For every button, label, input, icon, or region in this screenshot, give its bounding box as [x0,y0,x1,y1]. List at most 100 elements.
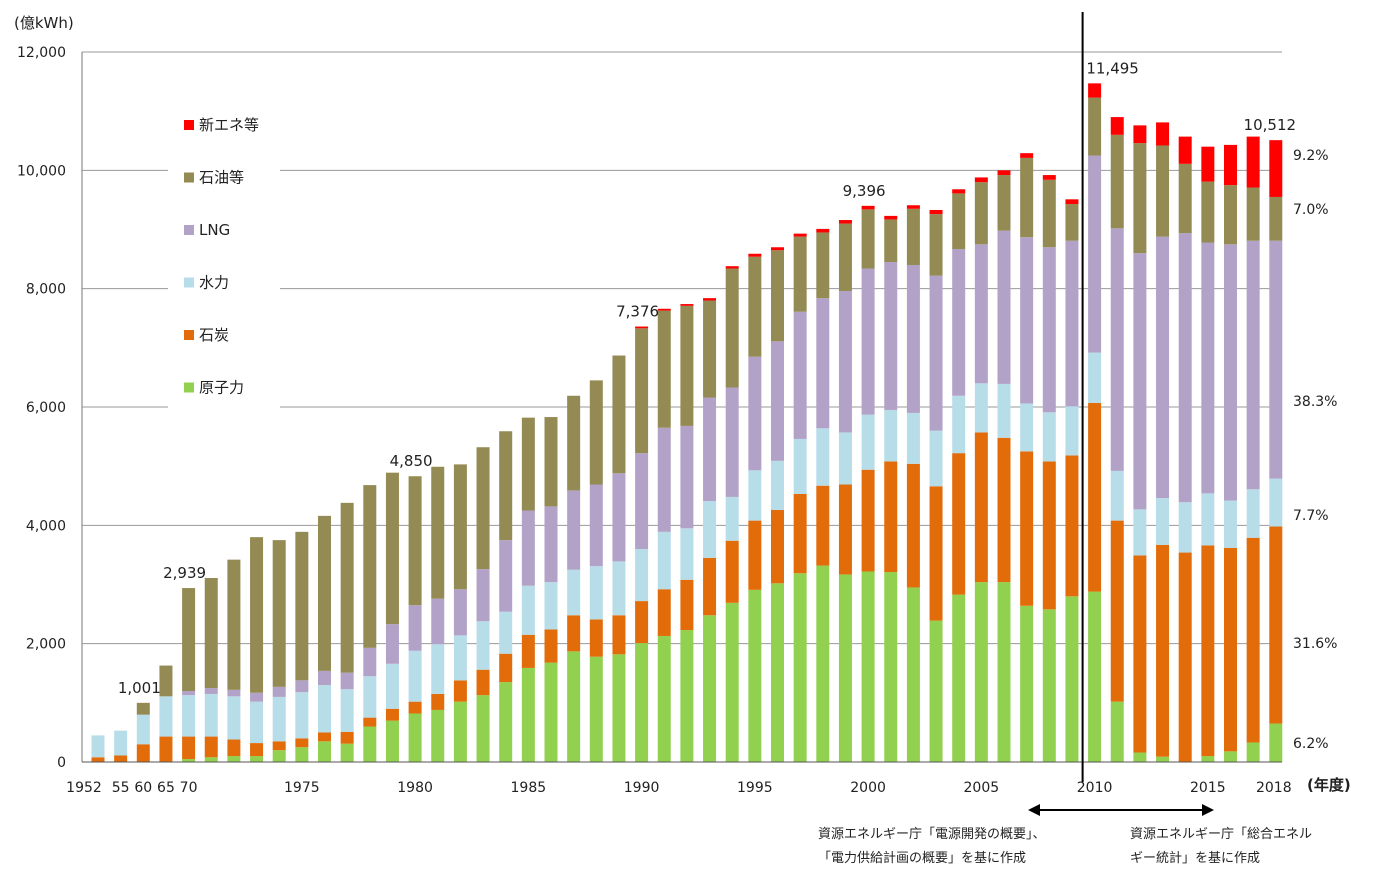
bar-segment [408,605,422,651]
bar-segment [1133,555,1147,753]
legend-item: 原子力 [184,379,244,397]
bar-segment [1110,470,1124,521]
bar-segment [793,438,807,494]
bar-segment [725,540,739,603]
bar-stack-1989 [612,355,626,762]
legend-swatch [184,382,194,393]
bar-segment [499,540,513,612]
bar-segment [1088,97,1102,156]
bar-segment [1246,742,1260,762]
bar-segment [227,696,241,740]
bar-segment [159,736,173,762]
bar-segment [1224,500,1237,548]
bar-stack-1983 [476,447,490,762]
bar-segment [635,453,649,549]
bar-stack-1955 [114,730,128,762]
bar-segment [952,594,966,762]
legend-item: 水力 [184,274,229,292]
bar-segment [567,615,581,652]
bar-stack-1979 [385,472,399,762]
bar-segment [703,501,717,558]
bar-segment [1246,136,1260,188]
bar-segment [680,630,694,762]
bar-segment [431,598,445,645]
bar-segment [295,531,309,681]
legend-label: 新エネ等 [199,116,259,134]
bar-segment [1156,756,1170,762]
bar-segment [906,265,920,413]
bar-segment [159,665,173,697]
bar-segment [431,644,445,694]
bar-segment [612,473,626,562]
x-tick-label: 2010 [1077,780,1113,796]
bar-segment [272,540,286,687]
bar-segment [838,291,852,433]
bar-segment [997,175,1011,231]
bar-stack-1977 [340,502,354,762]
bar-segment [816,232,830,299]
bar-segment [295,692,309,739]
bar-segment [1201,242,1215,494]
bars [91,83,1283,762]
bar-segment [1201,756,1215,762]
bar-stack-1965 [159,665,173,762]
bar-segment [1065,240,1079,407]
bar-segment [182,691,196,696]
legend-item: 新エネ等 [184,116,259,134]
bar-stack-1975 [295,531,309,762]
legend-swatch [184,172,194,183]
bar-segment [385,720,399,762]
bar-segment [861,209,875,269]
bar-segment [657,635,671,762]
bar-segment [1178,552,1192,762]
bar-segment [1042,461,1056,610]
bar-total-label: 10,512 [1244,116,1297,134]
bar-segment [657,589,671,636]
bar-segment [499,431,513,541]
bar-segment [272,686,286,697]
bar-segment [1020,403,1034,452]
bar-segment [1088,83,1102,98]
bar-segment [1065,204,1079,241]
bar-segment [476,569,490,622]
bar-stack-1972 [227,559,241,762]
bar-segment [838,484,852,575]
bar-segment [408,713,422,762]
bar-segment [1065,455,1079,597]
bar-segment [521,417,535,511]
bar-segment [1156,122,1170,146]
bar-segment [816,428,830,486]
bar-segment [114,730,128,756]
bar-stack-1986 [544,417,558,762]
bar-segment [748,589,762,762]
bar-segment [680,528,694,580]
bar-stack-2007 [1020,153,1034,762]
bar-stack-2012 [1133,125,1147,762]
bar-stack-1998 [816,228,830,762]
x-tick-label: 60 [134,780,152,796]
bar-segment [1110,228,1124,471]
bar-segment [771,509,784,584]
bar-segment [657,308,671,311]
bar-segment [748,470,762,521]
bar-segment [544,629,558,663]
bar-segment [1156,498,1170,545]
legend-swatch [184,120,194,130]
bar-segment [952,189,966,194]
bar-segment [884,572,898,762]
legend-item: 石油等 [184,169,244,187]
bar-segment [1020,451,1034,606]
bar-segment [589,619,603,657]
bar-segment [771,341,784,461]
bar-segment [250,743,264,757]
share-label: 31.6% [1293,636,1337,652]
y-tick-label: 12,000 [17,45,66,61]
bar-segment [91,757,105,762]
bar-segment [1133,143,1147,254]
bar-segment [1042,179,1056,248]
bar-segment [657,427,671,532]
bar-segment [204,577,218,689]
y-tick-label: 2,000 [26,637,66,653]
